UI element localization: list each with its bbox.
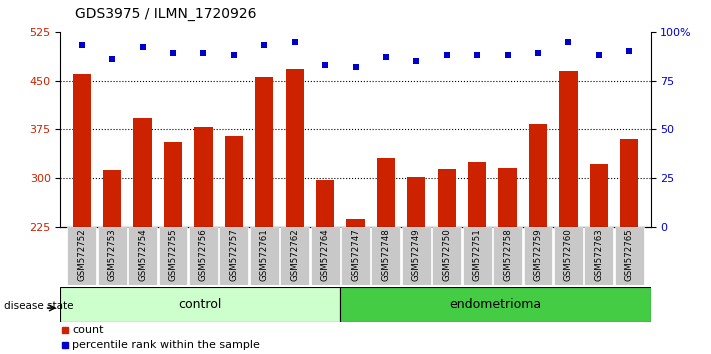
Text: GSM572757: GSM572757: [230, 228, 238, 281]
Bar: [493, 227, 522, 285]
Point: [533, 50, 544, 56]
Text: GSM572747: GSM572747: [351, 228, 360, 281]
Text: GSM572765: GSM572765: [625, 228, 634, 281]
Bar: [340, 287, 651, 322]
Bar: [438, 170, 456, 227]
Point: [198, 50, 209, 56]
Bar: [73, 74, 91, 227]
Bar: [341, 227, 370, 285]
Text: GSM572763: GSM572763: [594, 228, 604, 281]
Text: GSM572759: GSM572759: [533, 228, 542, 281]
Point: [137, 45, 149, 50]
Bar: [103, 170, 122, 227]
Bar: [60, 287, 340, 322]
Point: [259, 42, 270, 48]
Text: GSM572764: GSM572764: [321, 228, 330, 281]
Text: control: control: [178, 298, 222, 311]
Bar: [620, 139, 638, 227]
Bar: [250, 227, 279, 285]
Text: GSM572760: GSM572760: [564, 228, 573, 281]
Bar: [432, 227, 461, 285]
Bar: [468, 162, 486, 227]
Point: [167, 50, 178, 56]
Point: [502, 52, 513, 58]
Text: GDS3975 / ILMN_1720926: GDS3975 / ILMN_1720926: [75, 7, 256, 21]
Text: GSM572751: GSM572751: [473, 228, 481, 281]
Bar: [68, 227, 96, 285]
Point: [228, 52, 240, 58]
Bar: [615, 227, 643, 285]
Bar: [164, 142, 182, 227]
Bar: [554, 227, 583, 285]
Bar: [346, 219, 365, 227]
Bar: [316, 181, 334, 227]
Point: [319, 62, 331, 68]
Bar: [560, 71, 577, 227]
Text: GSM572752: GSM572752: [77, 228, 86, 281]
Bar: [189, 227, 218, 285]
Point: [289, 39, 300, 44]
Bar: [159, 227, 188, 285]
Text: count: count: [73, 325, 104, 335]
Bar: [255, 77, 273, 227]
Bar: [134, 118, 151, 227]
Bar: [97, 227, 127, 285]
Point: [624, 48, 635, 54]
Bar: [589, 164, 608, 227]
Bar: [280, 227, 309, 285]
Text: GSM572761: GSM572761: [260, 228, 269, 281]
Bar: [463, 227, 491, 285]
Point: [350, 64, 361, 70]
Bar: [286, 69, 304, 227]
Bar: [377, 158, 395, 227]
Bar: [529, 124, 547, 227]
Text: GSM572750: GSM572750: [442, 228, 451, 281]
Bar: [402, 227, 431, 285]
Bar: [194, 127, 213, 227]
Text: GSM572756: GSM572756: [199, 228, 208, 281]
Point: [593, 52, 604, 58]
Bar: [220, 227, 248, 285]
Text: GSM572753: GSM572753: [107, 228, 117, 281]
Point: [471, 52, 483, 58]
Text: GSM572754: GSM572754: [138, 228, 147, 281]
Point: [380, 54, 392, 60]
Bar: [128, 227, 157, 285]
Text: GSM572755: GSM572755: [169, 228, 178, 281]
Text: GSM572762: GSM572762: [290, 228, 299, 281]
Point: [441, 52, 452, 58]
Bar: [498, 168, 517, 227]
Point: [76, 42, 87, 48]
Bar: [584, 227, 614, 285]
Text: percentile rank within the sample: percentile rank within the sample: [73, 340, 260, 350]
Bar: [371, 227, 400, 285]
Text: GSM572758: GSM572758: [503, 228, 512, 281]
Text: disease state: disease state: [4, 301, 73, 311]
Bar: [407, 177, 425, 227]
Text: GSM572748: GSM572748: [381, 228, 390, 281]
Text: endometrioma: endometrioma: [449, 298, 541, 311]
Point: [107, 56, 118, 62]
Text: GSM572749: GSM572749: [412, 228, 421, 281]
Point: [562, 39, 574, 44]
Point: [411, 58, 422, 64]
Bar: [225, 136, 243, 227]
Bar: [311, 227, 340, 285]
Bar: [523, 227, 552, 285]
